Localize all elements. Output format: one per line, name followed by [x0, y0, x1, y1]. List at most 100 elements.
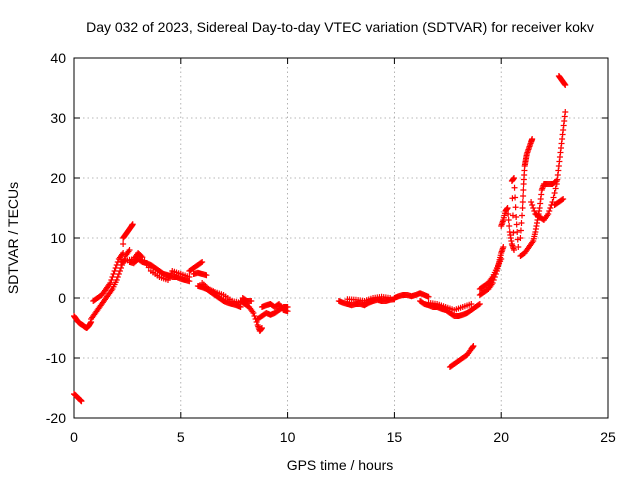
series-arc-12h-b	[344, 293, 394, 304]
axis-ticks	[73, 57, 609, 419]
data-point	[518, 220, 525, 226]
data-point	[513, 214, 520, 220]
data-point	[284, 308, 291, 315]
y-tick-label: -10	[46, 350, 66, 366]
data-point	[468, 301, 475, 307]
series-top-22.5h	[555, 73, 569, 88]
data-point	[78, 398, 85, 405]
data-point	[248, 298, 255, 304]
data-point	[560, 196, 567, 202]
data-point	[520, 193, 527, 199]
data-point	[114, 274, 121, 280]
data-point	[251, 313, 258, 319]
data-point	[476, 301, 483, 307]
x-tick-label: 0	[70, 429, 78, 445]
data-point	[531, 208, 538, 214]
data-point	[186, 274, 193, 280]
data-point	[512, 194, 519, 201]
data-point	[511, 175, 518, 181]
data-point	[514, 229, 521, 235]
data-point	[108, 277, 115, 283]
data-point	[519, 205, 526, 211]
data-point	[470, 343, 477, 349]
data-point	[552, 185, 559, 192]
series-tail-22.5h	[551, 196, 567, 208]
series-isolated-2.3h	[120, 241, 127, 247]
data-point	[475, 301, 482, 308]
data-point	[120, 241, 127, 247]
data-point	[112, 265, 119, 271]
grid	[74, 58, 608, 418]
data-point	[559, 196, 566, 203]
data-point	[117, 265, 124, 271]
data-point	[143, 261, 150, 268]
series-early-negative	[71, 391, 85, 405]
data-point	[515, 244, 522, 250]
series-arc-17h-b	[425, 299, 475, 313]
y-tick-label: 40	[50, 50, 66, 66]
data-point	[145, 264, 152, 271]
x-tick-label: 10	[280, 429, 296, 445]
data-point	[203, 272, 210, 279]
x-tick-label: 15	[387, 429, 403, 445]
data-point	[547, 205, 554, 211]
series-cluster-5.8h	[190, 269, 210, 279]
data-point	[545, 211, 552, 217]
series-arc-8h-b	[239, 295, 255, 304]
data-point	[139, 254, 146, 261]
data-point	[551, 190, 558, 196]
data-point	[510, 229, 517, 236]
data-point	[111, 268, 118, 274]
data-point	[546, 208, 553, 214]
x-tick-labels: 0 5 10 15 20 25	[70, 429, 616, 445]
data-point	[126, 247, 133, 253]
series-plateau-3h-b	[117, 250, 193, 283]
data-point	[530, 205, 537, 211]
data-point	[512, 204, 519, 211]
series-arc-0h-start	[71, 313, 95, 331]
data-point	[109, 274, 116, 280]
data-point	[513, 221, 520, 228]
data-point	[519, 212, 526, 219]
series-curve-21h	[517, 178, 560, 259]
data-point	[425, 293, 432, 300]
data-point	[110, 271, 117, 277]
data-point	[511, 184, 518, 191]
data-point	[517, 227, 524, 234]
y-tick-label: -20	[46, 410, 66, 426]
data-point	[250, 310, 257, 316]
x-tick-label: 5	[177, 429, 185, 445]
data-point	[116, 268, 123, 274]
y-axis-label: SDTVAR / TECUs	[5, 182, 21, 294]
data-point	[198, 259, 205, 266]
series-rise-1h-b	[90, 250, 127, 304]
y-tick-label: 30	[50, 110, 66, 126]
data-point	[498, 256, 505, 262]
data-point	[138, 253, 145, 260]
data-point	[511, 247, 518, 253]
data-point	[500, 244, 507, 250]
chart-title: Day 032 of 2023, Sidereal Day-to-day VTE…	[86, 19, 594, 35]
data-series	[71, 73, 569, 405]
data-point	[529, 136, 536, 142]
data-point	[520, 187, 527, 193]
data-point	[517, 235, 524, 241]
series-bump-5.5h	[186, 259, 206, 274]
data-point	[258, 325, 265, 331]
data-point	[562, 109, 569, 115]
y-tick-labels: -20 -10 0 10 20 30 40	[46, 50, 66, 426]
data-point	[505, 217, 512, 223]
data-point	[107, 280, 114, 286]
data-point	[120, 250, 127, 256]
data-point	[528, 199, 535, 205]
data-point	[562, 82, 569, 88]
data-point	[519, 199, 526, 205]
data-point	[550, 194, 557, 201]
series-negative-diag-18h	[446, 343, 477, 370]
y-tick-label: 0	[58, 290, 66, 306]
series-rise-19h-b	[476, 256, 505, 292]
data-point	[141, 257, 148, 264]
series-decline-6h	[194, 283, 244, 310]
series-scatter-20h	[498, 175, 522, 253]
